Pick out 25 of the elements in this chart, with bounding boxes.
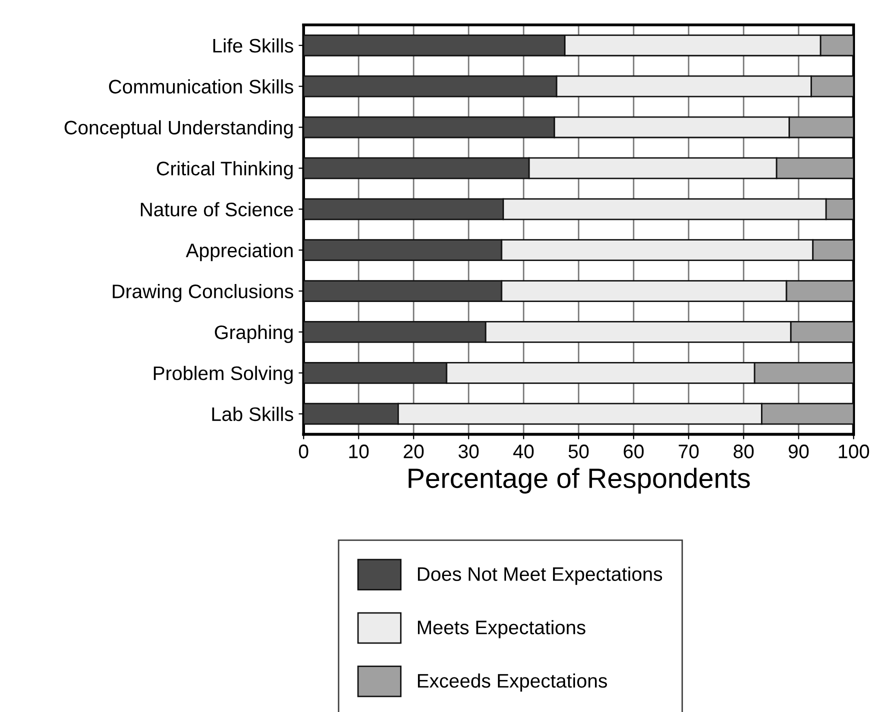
x-tick-label: 40 bbox=[513, 444, 534, 458]
x-tick-label: 90 bbox=[788, 444, 809, 458]
legend-label: Exceeds Expectations bbox=[418, 673, 607, 692]
y-tick-label: Nature of Science bbox=[140, 202, 294, 216]
x-tick-label: 50 bbox=[568, 444, 589, 458]
x-tick-label: 80 bbox=[734, 444, 754, 458]
x-tick-label: 70 bbox=[678, 444, 699, 458]
y-tick-label: Drawing Conclusions bbox=[112, 284, 294, 302]
y-tick-label: Problem Solving bbox=[154, 366, 293, 384]
y-tick-label: Conceptual Understanding bbox=[64, 120, 293, 138]
x-tick-label: 60 bbox=[624, 444, 644, 458]
y-tick-label: Appreciation bbox=[186, 243, 293, 262]
legend-label: Does Not Meet Expectations bbox=[418, 566, 662, 585]
y-tick-label: Communication Skills bbox=[109, 79, 294, 94]
y-tick-label: Graphing bbox=[214, 324, 293, 344]
x-tick-label: 20 bbox=[404, 444, 424, 458]
x-tick-label: 100 bbox=[838, 444, 870, 458]
x-tick-label: 30 bbox=[458, 444, 479, 458]
x-tick-label: 0 bbox=[298, 444, 308, 458]
y-tick-label: Lab Skills bbox=[212, 406, 294, 422]
x-tick-label: 10 bbox=[349, 444, 369, 458]
legend-label: Meets Expectations bbox=[418, 620, 586, 638]
x-axis-title: Percentage of Respondents bbox=[408, 468, 750, 494]
y-tick-label: Critical Thinking bbox=[156, 161, 293, 180]
y-tick-label: Life Skills bbox=[213, 38, 294, 53]
